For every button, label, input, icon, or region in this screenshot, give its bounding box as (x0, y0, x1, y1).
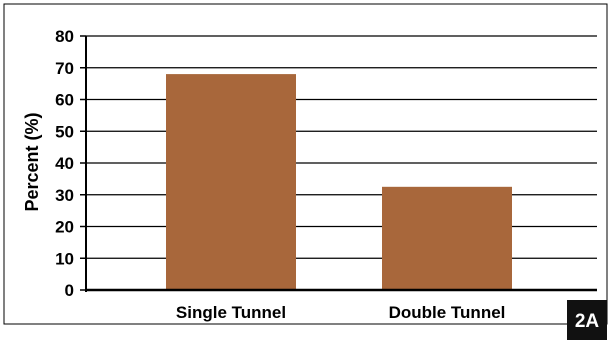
y-tick-label-0: 0 (65, 281, 74, 300)
bars (166, 74, 512, 290)
panel-label: 2A (567, 300, 607, 340)
bar-single-tunnel (166, 74, 296, 290)
x-category-labels: Single Tunnel Double Tunnel (176, 303, 505, 322)
y-tick-label-70: 70 (55, 59, 74, 78)
y-axis-title: Percent (%) (22, 112, 42, 211)
gridlines (86, 35, 597, 259)
y-tick-label-10: 10 (55, 249, 74, 268)
y-tick-label-80: 80 (55, 27, 74, 46)
y-tick-label-40: 40 (55, 154, 74, 173)
chart-frame (3, 3, 608, 325)
y-tick-labels: 0 10 20 30 40 50 60 70 80 (55, 27, 86, 300)
panel-label-background (567, 300, 607, 340)
y-tick-label-60: 60 (55, 91, 74, 110)
panel-label-text: 2A (575, 311, 600, 332)
x-category-label-single-tunnel: Single Tunnel (176, 303, 286, 322)
x-category-label-double-tunnel: Double Tunnel (389, 303, 506, 322)
y-tick-label-20: 20 (55, 218, 74, 237)
y-tick-label-30: 30 (55, 186, 74, 205)
bar-double-tunnel (382, 186, 512, 290)
y-tick-label-50: 50 (55, 122, 74, 141)
